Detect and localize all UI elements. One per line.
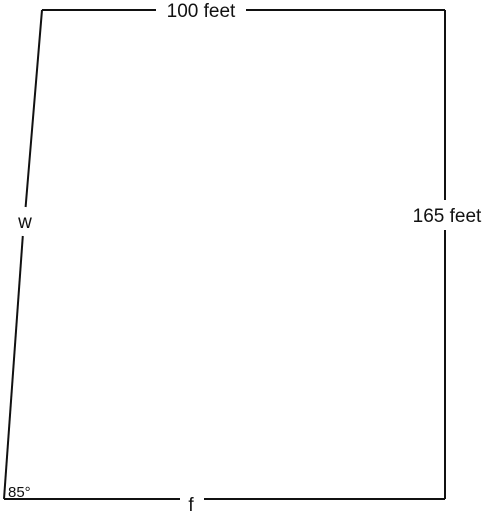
top-length-label: 100 feet (167, 1, 236, 22)
left-side-lower (3, 235, 24, 500)
left-variable-label: w (17, 212, 32, 233)
bottom-label-mask (178, 488, 206, 512)
left-side-upper (24, 9, 43, 208)
left-label-mask (10, 208, 38, 236)
angle-label: 85° (8, 484, 31, 501)
bottom-variable-label: f (188, 495, 194, 512)
right-label-mask (404, 200, 486, 230)
right-length-label: 165 feet (413, 206, 482, 227)
top-label-mask (156, 0, 246, 24)
